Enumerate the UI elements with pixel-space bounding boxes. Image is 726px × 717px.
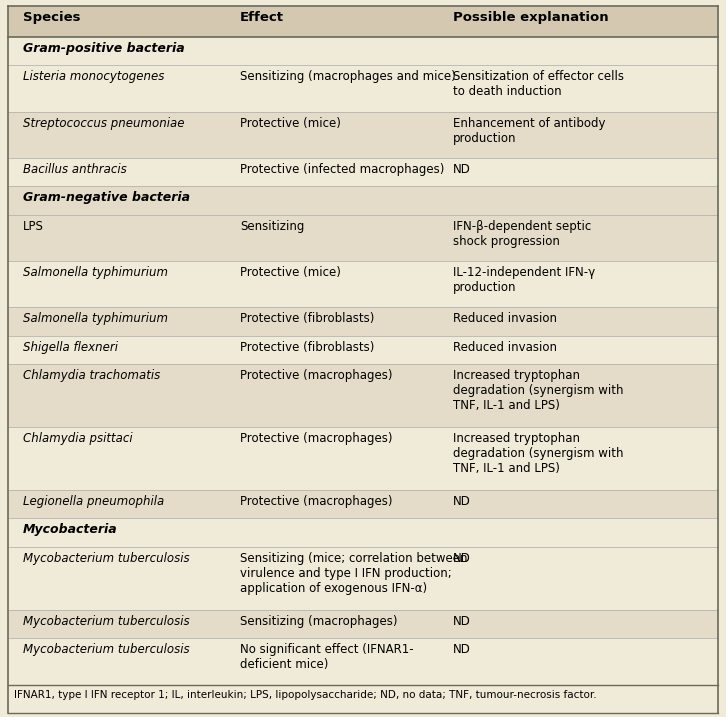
Text: Mycobacterium tuberculosis: Mycobacterium tuberculosis bbox=[23, 614, 189, 628]
Text: Effect: Effect bbox=[240, 11, 284, 24]
Text: IFNAR1, type I IFN receptor 1; IL, interleukin; LPS, lipopolysaccharide; ND, no : IFNAR1, type I IFN receptor 1; IL, inter… bbox=[14, 690, 597, 700]
Bar bbox=[8, 37, 718, 65]
Text: Increased tryptophan
degradation (synergism with
TNF, IL-1 and LPS): Increased tryptophan degradation (synerg… bbox=[453, 369, 624, 412]
Text: Bacillus anthracis: Bacillus anthracis bbox=[23, 163, 126, 176]
Bar bbox=[8, 261, 718, 308]
Text: No significant effect (IFNAR1-
deficient mice): No significant effect (IFNAR1- deficient… bbox=[240, 643, 413, 671]
Text: Protective (macrophages): Protective (macrophages) bbox=[240, 495, 392, 508]
Text: IL-12-independent IFN-γ
production: IL-12-independent IFN-γ production bbox=[453, 266, 595, 294]
Text: Streptococcus pneumoniae: Streptococcus pneumoniae bbox=[23, 117, 184, 130]
Bar bbox=[8, 490, 718, 518]
Text: Salmonella typhimurium: Salmonella typhimurium bbox=[23, 266, 168, 279]
Bar bbox=[8, 609, 718, 638]
Text: Sensitization of effector cells
to death induction: Sensitization of effector cells to death… bbox=[453, 70, 624, 98]
Text: Increased tryptophan
degradation (synergism with
TNF, IL-1 and LPS): Increased tryptophan degradation (synerg… bbox=[453, 432, 624, 475]
Text: ND: ND bbox=[453, 495, 470, 508]
Text: Listeria monocytogenes: Listeria monocytogenes bbox=[23, 70, 164, 83]
Text: Reduced invasion: Reduced invasion bbox=[453, 313, 557, 326]
Bar bbox=[8, 427, 718, 490]
Text: Sensitizing (mice; correlation between
virulence and type I IFN production;
appl: Sensitizing (mice; correlation between v… bbox=[240, 552, 468, 595]
Text: Protective (macrophages): Protective (macrophages) bbox=[240, 432, 392, 445]
Text: Legionella pneumophila: Legionella pneumophila bbox=[23, 495, 164, 508]
Text: Protective (mice): Protective (mice) bbox=[240, 117, 340, 130]
Bar bbox=[8, 65, 718, 112]
Text: Protective (macrophages): Protective (macrophages) bbox=[240, 369, 392, 382]
Text: Protective (mice): Protective (mice) bbox=[240, 266, 340, 279]
Text: Chlamydia trachomatis: Chlamydia trachomatis bbox=[23, 369, 160, 382]
Bar bbox=[8, 158, 718, 186]
Text: Sensitizing (macrophages): Sensitizing (macrophages) bbox=[240, 614, 397, 628]
Bar bbox=[8, 364, 718, 427]
Text: Protective (infected macrophages): Protective (infected macrophages) bbox=[240, 163, 444, 176]
Text: ND: ND bbox=[453, 614, 470, 628]
Bar bbox=[8, 638, 718, 685]
Text: LPS: LPS bbox=[23, 220, 44, 233]
Text: ND: ND bbox=[453, 643, 470, 656]
Text: Sensitizing (macrophages and mice): Sensitizing (macrophages and mice) bbox=[240, 70, 455, 83]
Bar bbox=[8, 547, 718, 609]
Text: ND: ND bbox=[453, 552, 470, 565]
Bar bbox=[8, 336, 718, 364]
Text: Enhancement of antibody
production: Enhancement of antibody production bbox=[453, 117, 605, 145]
Bar bbox=[8, 186, 718, 215]
Bar bbox=[8, 215, 718, 261]
Text: Gram-negative bacteria: Gram-negative bacteria bbox=[23, 191, 189, 204]
Text: Mycobacterium tuberculosis: Mycobacterium tuberculosis bbox=[23, 552, 189, 565]
Text: Possible explanation: Possible explanation bbox=[453, 11, 608, 24]
Text: Species: Species bbox=[23, 11, 80, 24]
Text: Gram-positive bacteria: Gram-positive bacteria bbox=[23, 42, 184, 54]
Bar bbox=[8, 308, 718, 336]
Bar bbox=[8, 518, 718, 547]
Text: Mycobacterium tuberculosis: Mycobacterium tuberculosis bbox=[23, 643, 189, 656]
Text: Mycobacteria: Mycobacteria bbox=[23, 523, 117, 536]
Text: Protective (fibroblasts): Protective (fibroblasts) bbox=[240, 341, 374, 353]
Text: Chlamydia psittaci: Chlamydia psittaci bbox=[23, 432, 132, 445]
Text: IFN-β-dependent septic
shock progression: IFN-β-dependent septic shock progression bbox=[453, 220, 591, 248]
Text: Salmonella typhimurium: Salmonella typhimurium bbox=[23, 313, 168, 326]
Bar bbox=[8, 112, 718, 158]
Bar bbox=[8, 6, 718, 37]
Text: ND: ND bbox=[453, 163, 470, 176]
Text: Shigella flexneri: Shigella flexneri bbox=[23, 341, 118, 353]
Text: Protective (fibroblasts): Protective (fibroblasts) bbox=[240, 313, 374, 326]
Text: Reduced invasion: Reduced invasion bbox=[453, 341, 557, 353]
Bar bbox=[8, 685, 718, 713]
Text: Sensitizing: Sensitizing bbox=[240, 220, 304, 233]
